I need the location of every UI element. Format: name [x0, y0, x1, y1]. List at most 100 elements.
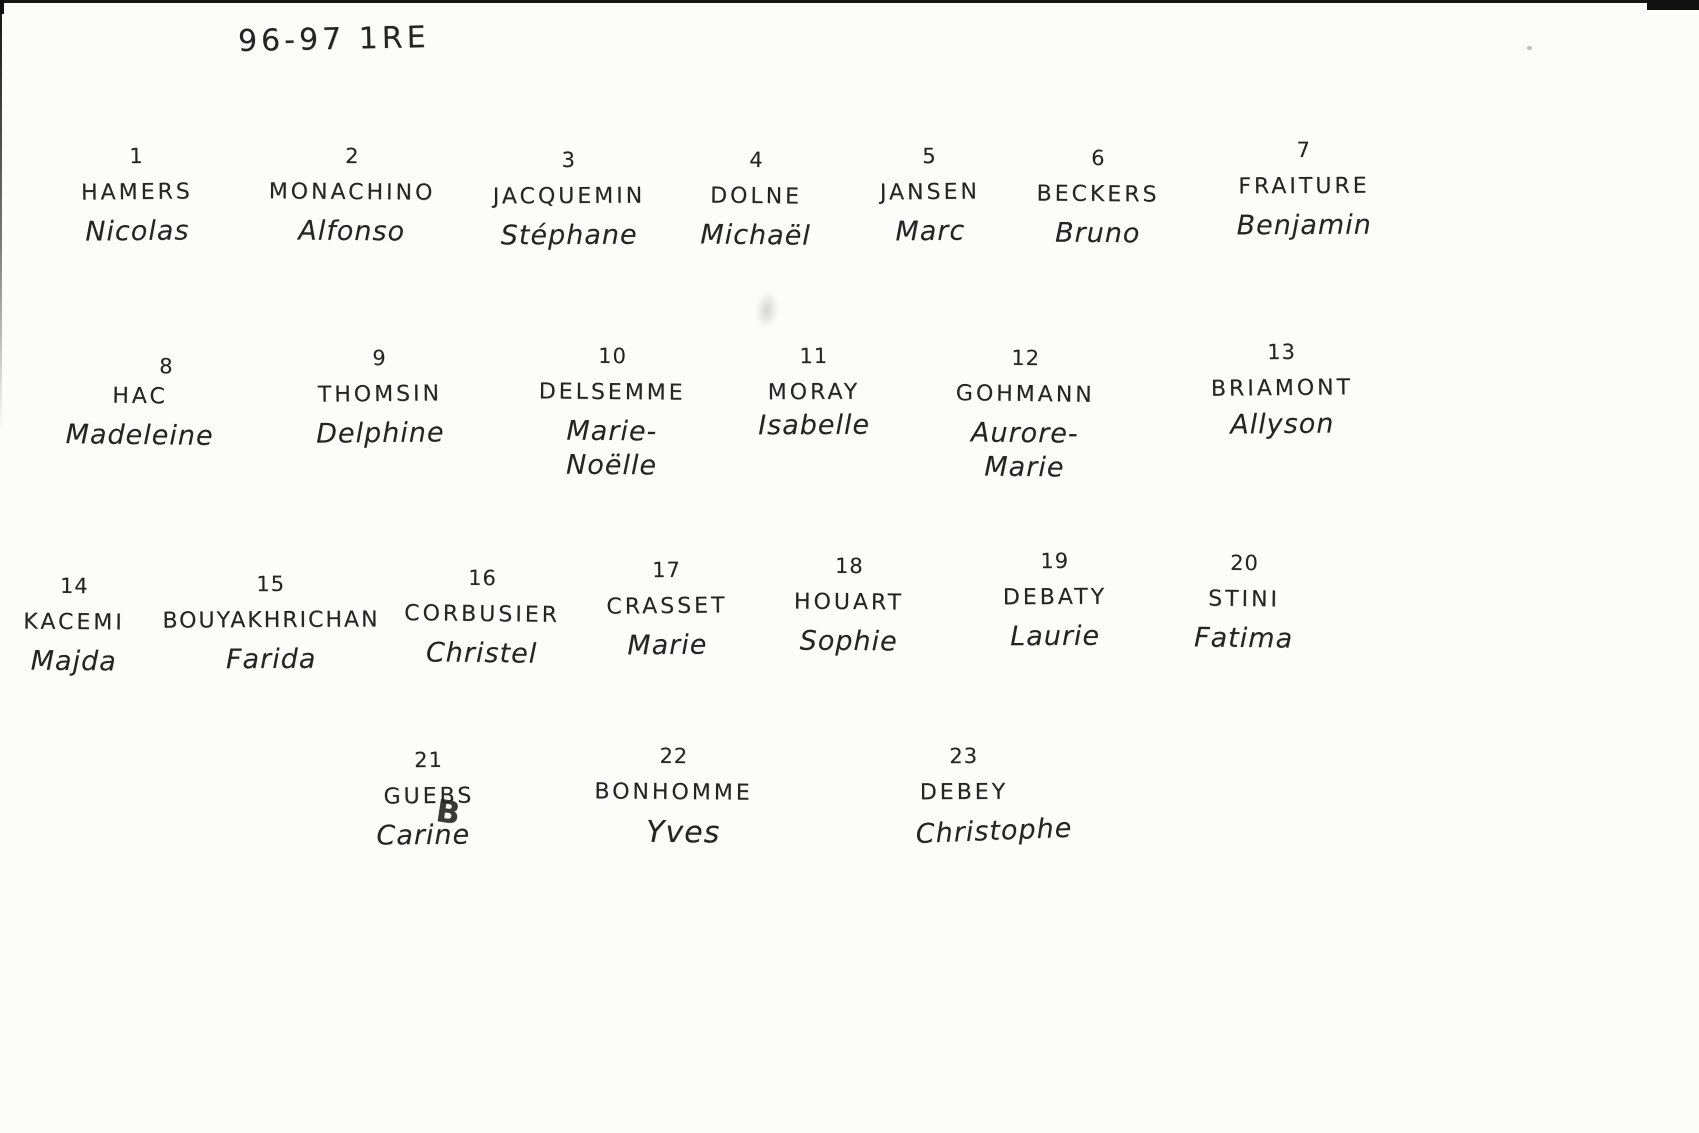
student-entry: 9 THOMSIN Delphine — [295, 345, 464, 455]
student-surname: DOLNE — [709, 183, 803, 210]
scan-edge-top-right — [1647, 0, 1699, 10]
student-given-name: Carine — [376, 819, 471, 852]
student-entry: 17 CRASSET Marie — [595, 557, 738, 666]
student-entry: 8 HAC Madeleine — [65, 349, 214, 457]
page-title: 96-97 1RE — [237, 19, 430, 60]
student-surname: HAMERS — [80, 179, 193, 206]
student-given-name: Bruno — [1054, 217, 1141, 250]
student-number: 15 — [256, 571, 286, 597]
student-number: 19 — [1040, 548, 1070, 574]
student-surname: GUEBS B — [383, 783, 475, 833]
student-number: 21 — [414, 747, 444, 773]
student-entry: 4 DOLNE Michaël — [689, 147, 822, 257]
student-entry: 11 MORAY Isabelle — [733, 343, 896, 447]
student-surname: THOMSIN — [317, 381, 443, 408]
student-number: 18 — [834, 553, 864, 579]
student-surname: BONHOMME — [594, 779, 753, 806]
student-given-name: Sophie — [799, 625, 898, 658]
student-given-name: Benjamin — [1236, 209, 1372, 242]
student-given-name: Marc — [895, 215, 966, 248]
student-entry: 15 BOUYAKHRICHAN Farida — [146, 571, 397, 680]
student-surname: KACEMI — [23, 609, 125, 636]
student-entry: 1 HAMERS Nicolas — [61, 143, 212, 253]
student-surname: DEBATY — [1002, 584, 1108, 611]
student-given-name: Marie — [984, 451, 1065, 484]
student-given-name: Christophe — [915, 812, 1073, 850]
student-given-name: Marie- — [566, 415, 658, 448]
student-number: 11 — [799, 343, 829, 369]
student-entry: 23 DEBEY Christophe — [860, 743, 1073, 852]
student-given-name: Delphine — [315, 417, 445, 450]
student-given-name: Stéphane — [500, 219, 638, 252]
student-number: 16 — [468, 565, 498, 591]
student-number: 10 — [598, 343, 627, 369]
student-number: 2 — [345, 143, 360, 169]
student-given-name: Nicolas — [85, 215, 190, 248]
student-given-name: Allyson — [1230, 408, 1335, 441]
student-entry: 6 BECKERS Bruno — [1026, 145, 1171, 254]
student-surname: JACQUEMIN — [492, 183, 646, 210]
student-given-name: Christel — [425, 637, 538, 670]
student-surname: GOHMANN — [955, 381, 1095, 408]
scan-edge-top — [0, 0, 1699, 3]
student-given-name: Madeleine — [65, 419, 214, 452]
ink-smudge — [753, 290, 781, 330]
student-entry: 12 GOHMANN Aurore- Marie — [945, 345, 1105, 489]
student-entry: 7 FRAITURE Benjamin — [1210, 137, 1399, 247]
student-entry: 10 DELSEMME Marie- Noëlle — [527, 343, 696, 486]
scan-edge-left — [0, 0, 2, 430]
student-surname: MONACHINO — [268, 179, 436, 206]
scan-speck — [1527, 46, 1532, 50]
student-given-name: Alfonso — [298, 215, 406, 248]
student-entry: 21 GUEBS B Carine — [367, 747, 490, 856]
student-number: 17 — [652, 557, 682, 583]
student-entry: 20 STINI Fatima — [1172, 550, 1315, 660]
student-surname: BRIAMONT — [1210, 375, 1354, 402]
scan-edge-left-notch — [0, 0, 4, 14]
student-entry: 19 DEBATY Laurie — [980, 548, 1131, 658]
student-entry: 5 JANSEN Marc — [865, 143, 994, 252]
student-number: 22 — [659, 743, 689, 769]
student-given-name: Majda — [30, 645, 117, 678]
student-given-name: Michaël — [700, 219, 811, 252]
student-entry: 22 BONHOMME Yves — [586, 743, 762, 853]
student-number: 12 — [1011, 345, 1041, 371]
student-number: 1 — [129, 143, 144, 169]
student-number: 7 — [1296, 137, 1312, 163]
student-number: 20 — [1230, 550, 1260, 576]
student-number: 6 — [1091, 145, 1106, 171]
student-number: 23 — [949, 743, 979, 769]
student-surname: BOUYAKHRICHAN — [162, 607, 380, 634]
student-number: 4 — [749, 147, 764, 173]
student-surname: MORAY — [767, 379, 861, 406]
student-given-name: Aurore- — [970, 417, 1079, 450]
student-surname: FRAITURE — [1238, 173, 1370, 200]
student-number: 3 — [561, 147, 577, 173]
student-given-name: Marie — [627, 629, 708, 662]
student-surname: BECKERS — [1036, 181, 1160, 208]
student-given-name: Laurie — [1010, 620, 1101, 653]
student-given-name: Noëlle — [565, 449, 658, 482]
student-entry: 16 CORBUSIER Christel — [402, 565, 561, 675]
student-number: 9 — [372, 345, 387, 371]
student-given-name: Yves — [645, 814, 721, 851]
student-surname: JANSEN — [879, 179, 981, 206]
student-surname: HAC — [112, 383, 169, 410]
student-surname: DEBEY — [919, 779, 1009, 806]
student-surname: CRASSET — [606, 593, 728, 620]
student-number: 14 — [59, 573, 89, 599]
student-surname: CORBUSIER — [404, 601, 561, 628]
student-entry: 18 HOUART Sophie — [780, 553, 919, 662]
student-given-name: Fatima — [1193, 622, 1294, 655]
student-entry: 2 MONACHINO Alfonso — [268, 143, 437, 252]
student-entry: 13 BRIAMONT Allyson — [1185, 339, 1378, 446]
student-surname: HOUART — [793, 589, 905, 616]
student-number: 13 — [1267, 339, 1297, 365]
student-entry: 3 JACQUEMIN Stéphane — [483, 147, 656, 257]
student-surname: DELSEMME — [538, 379, 686, 406]
student-number: 5 — [922, 143, 937, 169]
student-entry: 14 KACEMI Majda — [8, 573, 141, 682]
student-surname: STINI — [1208, 586, 1281, 613]
student-given-name: Farida — [225, 643, 317, 676]
